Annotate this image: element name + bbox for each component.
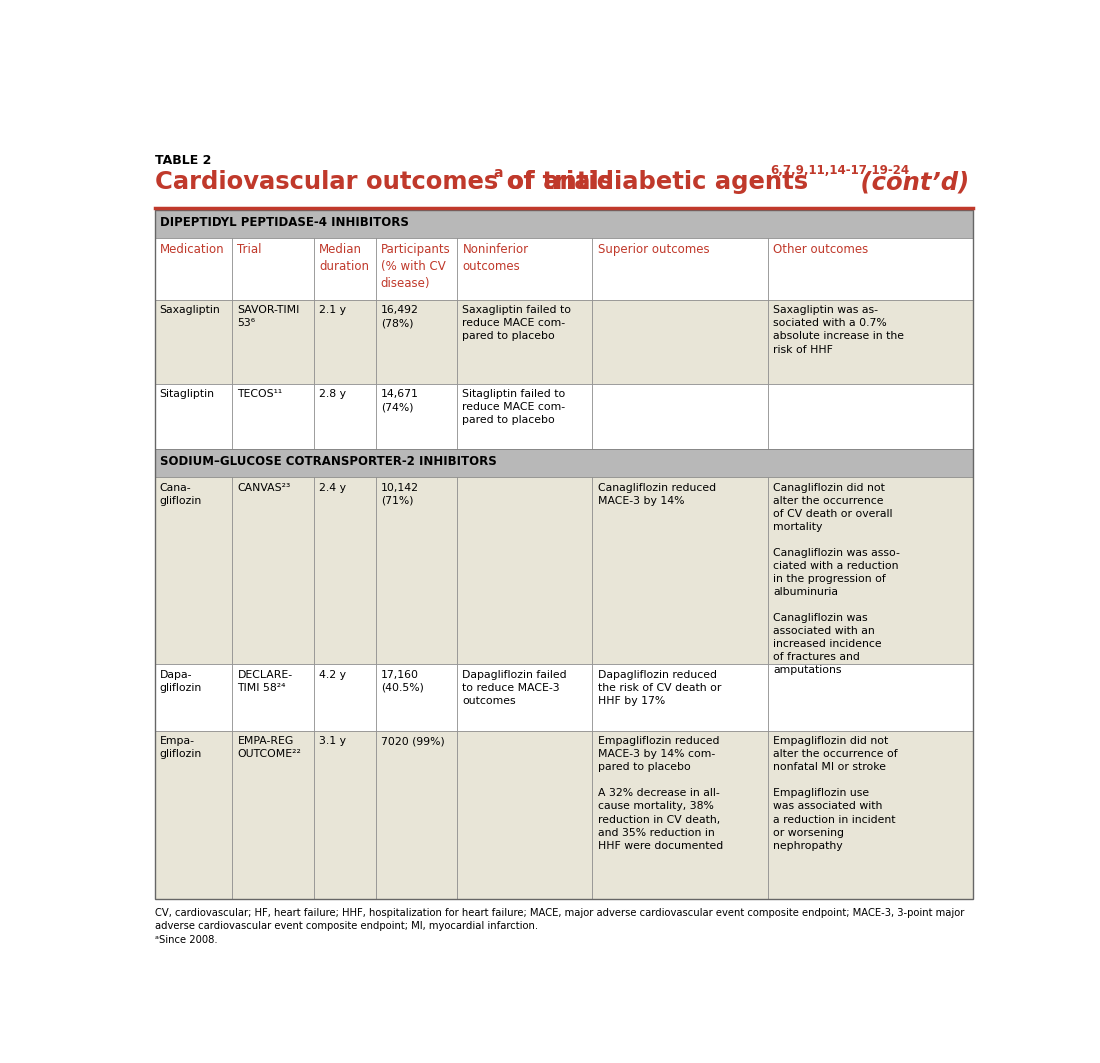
Bar — [154, 210, 974, 899]
Bar — [768, 477, 974, 664]
Text: 16,492
(78%): 16,492 (78%) — [381, 305, 418, 328]
Bar — [232, 477, 315, 664]
Text: 2.4 y: 2.4 y — [319, 483, 346, 492]
Bar — [154, 300, 232, 384]
Text: Other outcomes: Other outcomes — [773, 243, 869, 256]
Bar — [458, 300, 593, 384]
Bar — [375, 730, 458, 899]
Text: Empa-
gliflozin: Empa- gliflozin — [160, 737, 202, 759]
Text: Cardiovascular outcomes of trials: Cardiovascular outcomes of trials — [154, 170, 613, 195]
Text: TECOS¹¹: TECOS¹¹ — [238, 389, 283, 400]
Bar — [375, 300, 458, 384]
Text: Participants
(% with CV
disease): Participants (% with CV disease) — [381, 243, 450, 290]
Bar — [315, 730, 375, 899]
Bar — [154, 450, 974, 477]
Text: 4.2 y: 4.2 y — [319, 670, 346, 679]
Text: Sitagliptin: Sitagliptin — [160, 389, 215, 400]
Text: Trial: Trial — [238, 243, 262, 256]
Bar — [593, 477, 768, 664]
Bar — [458, 730, 593, 899]
Bar — [315, 384, 375, 450]
Text: Median
duration: Median duration — [319, 243, 370, 273]
Text: Canagliflozin reduced
MACE-3 by 14%: Canagliflozin reduced MACE-3 by 14% — [597, 483, 716, 506]
Text: Cana-
gliflozin: Cana- gliflozin — [160, 483, 202, 506]
Bar — [232, 300, 315, 384]
Bar — [154, 384, 232, 450]
Bar — [315, 477, 375, 664]
Text: a: a — [493, 166, 503, 180]
Text: CV, cardiovascular; HF, heart failure; HHF, hospitalization for heart failure; M: CV, cardiovascular; HF, heart failure; H… — [154, 908, 964, 931]
Bar — [768, 730, 974, 899]
Bar — [768, 238, 974, 300]
Bar — [232, 730, 315, 899]
Bar — [154, 238, 232, 300]
Text: 6,7,9,11,14-17,19-24: 6,7,9,11,14-17,19-24 — [770, 164, 910, 176]
Bar — [593, 300, 768, 384]
Text: of antidiabetic agents: of antidiabetic agents — [499, 170, 816, 195]
Bar — [315, 664, 375, 730]
Bar — [375, 477, 458, 664]
Text: 3.1 y: 3.1 y — [319, 737, 346, 746]
Text: (cont’d): (cont’d) — [851, 170, 969, 195]
Text: Dapagliflozin reduced
the risk of CV death or
HHF by 17%: Dapagliflozin reduced the risk of CV dea… — [597, 670, 720, 706]
Text: Sitagliptin failed to
reduce MACE com-
pared to placebo: Sitagliptin failed to reduce MACE com- p… — [462, 389, 565, 425]
Text: Medication: Medication — [160, 243, 224, 256]
Text: EMPA-REG
OUTCOME²²: EMPA-REG OUTCOME²² — [238, 737, 301, 759]
Bar — [375, 664, 458, 730]
Text: 14,671
(74%): 14,671 (74%) — [381, 389, 418, 412]
Text: ᵃSince 2008.: ᵃSince 2008. — [154, 934, 217, 945]
Bar — [593, 664, 768, 730]
Bar — [315, 300, 375, 384]
Bar — [458, 664, 593, 730]
Text: Empagliflozin did not
alter the occurrence of
nonfatal MI or stroke

Empaglifloz: Empagliflozin did not alter the occurren… — [773, 737, 898, 850]
Bar — [458, 477, 593, 664]
Bar — [593, 384, 768, 450]
Text: Saxagliptin: Saxagliptin — [160, 305, 220, 316]
Text: Canagliflozin did not
alter the occurrence
of CV death or overall
mortality

Can: Canagliflozin did not alter the occurren… — [773, 483, 900, 675]
Text: 7020 (99%): 7020 (99%) — [381, 737, 444, 746]
Bar — [768, 300, 974, 384]
Text: Superior outcomes: Superior outcomes — [597, 243, 710, 256]
Bar — [458, 384, 593, 450]
Text: DECLARE-
TIMI 58²⁴: DECLARE- TIMI 58²⁴ — [238, 670, 293, 693]
Text: Empagliflozin reduced
MACE-3 by 14% com-
pared to placebo

A 32% decrease in all: Empagliflozin reduced MACE-3 by 14% com-… — [597, 737, 723, 850]
Bar — [458, 238, 593, 300]
Text: TABLE 2: TABLE 2 — [154, 154, 211, 167]
Bar — [154, 477, 232, 664]
Text: 2.1 y: 2.1 y — [319, 305, 346, 316]
Bar — [593, 730, 768, 899]
Bar — [154, 664, 232, 730]
Text: Saxagliptin failed to
reduce MACE com-
pared to placebo: Saxagliptin failed to reduce MACE com- p… — [462, 305, 572, 341]
Bar — [768, 384, 974, 450]
Text: Dapagliflozin failed
to reduce MACE-3
outcomes: Dapagliflozin failed to reduce MACE-3 ou… — [462, 670, 568, 706]
Text: CANVAS²³: CANVAS²³ — [238, 483, 290, 492]
Bar — [593, 238, 768, 300]
Text: 2.8 y: 2.8 y — [319, 389, 346, 400]
Bar — [375, 238, 458, 300]
Bar — [768, 664, 974, 730]
Text: 10,142
(71%): 10,142 (71%) — [381, 483, 419, 506]
Bar — [232, 664, 315, 730]
Text: Noninferior
outcomes: Noninferior outcomes — [462, 243, 529, 273]
Bar — [154, 210, 974, 238]
Text: SAVOR-TIMI
53⁶: SAVOR-TIMI 53⁶ — [238, 305, 300, 328]
Text: 17,160
(40.5%): 17,160 (40.5%) — [381, 670, 424, 693]
Text: Saxagliptin was as-
sociated with a 0.7%
absolute increase in the
risk of HHF: Saxagliptin was as- sociated with a 0.7%… — [773, 305, 904, 355]
Text: Dapa-
gliflozin: Dapa- gliflozin — [160, 670, 202, 693]
Bar — [315, 238, 375, 300]
Bar — [232, 384, 315, 450]
Bar — [232, 238, 315, 300]
Bar — [154, 730, 232, 899]
Bar — [375, 384, 458, 450]
Text: SODIUM–GLUCOSE COTRANSPORTER-2 INHIBITORS: SODIUM–GLUCOSE COTRANSPORTER-2 INHIBITOR… — [160, 455, 496, 468]
Text: DIPEPTIDYL PEPTIDASE-4 INHIBITORS: DIPEPTIDYL PEPTIDASE-4 INHIBITORS — [160, 216, 408, 229]
